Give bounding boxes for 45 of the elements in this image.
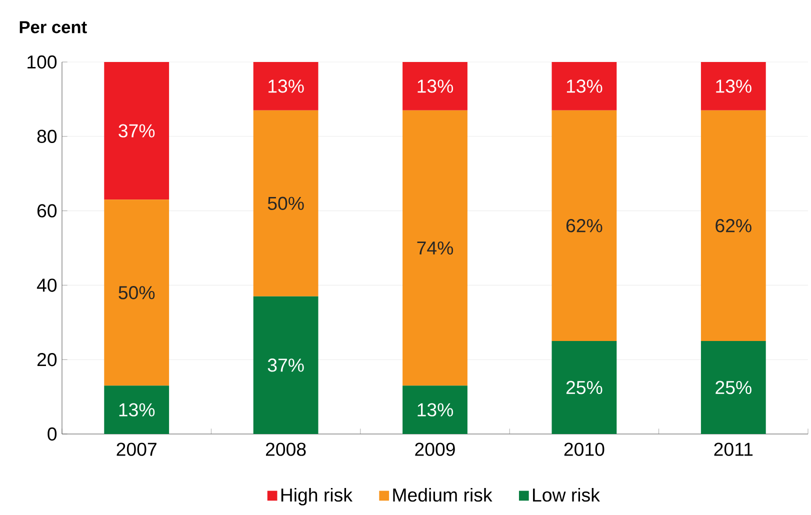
y-tick-label: 60 [37,204,57,218]
data-label: 50% [268,196,304,210]
y-tick-label: 40 [36,278,57,292]
bar [253,62,318,110]
y-axis-title: Per cent [20,21,87,34]
bar [402,62,468,110]
data-label: 62% [566,219,602,232]
x-tick-label: 2007 [116,442,156,456]
data-label: 62% [716,219,752,232]
data-label: 37% [118,124,155,138]
data-label: 13% [268,80,304,93]
y-tick-label: 0 [48,427,57,441]
data-label: 13% [418,80,454,93]
bar [552,110,617,341]
data-label: 25% [566,380,602,394]
x-tick-label: 2010 [564,442,604,456]
bar [552,62,617,110]
bar [253,110,318,296]
legend-label: Medium risk [393,488,492,502]
y-tick-label: 100 [28,55,57,69]
bar [552,341,617,434]
data-label: 13% [119,403,155,416]
bar [700,62,766,110]
legend-label: Low risk [533,488,600,502]
x-tick-label: 2008 [266,442,306,456]
data-label: 13% [716,80,752,93]
data-label: 25% [716,380,752,394]
bar [104,62,170,200]
x-tick-label: 2011 [714,442,753,456]
bar [253,296,318,434]
data-label: 74% [417,241,454,255]
bar [402,110,468,386]
y-tick-label: 80 [37,130,57,144]
bar [104,200,170,386]
bar [700,341,766,434]
y-tick-label: 20 [37,352,57,366]
bar [700,110,766,341]
legend-label: High risk [281,488,353,506]
data-label: 13% [566,80,602,93]
data-label: 37% [268,358,304,372]
data-label: 50% [118,286,155,300]
data-label: 13% [418,403,454,416]
bar [402,386,468,434]
bar [104,386,170,434]
x-tick-label: 2009 [415,442,455,456]
